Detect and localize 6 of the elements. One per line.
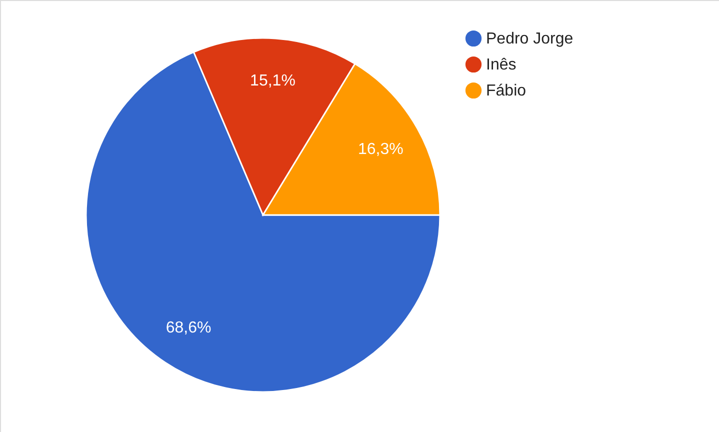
legend-label: Pedro Jorge bbox=[486, 30, 574, 48]
data-label: 68,6% bbox=[166, 320, 212, 337]
legend-label: Inês bbox=[486, 56, 516, 74]
data-label: 16,3% bbox=[358, 140, 404, 158]
legend-label: Fábio bbox=[486, 82, 526, 100]
data-label: 15,1% bbox=[250, 72, 296, 90]
